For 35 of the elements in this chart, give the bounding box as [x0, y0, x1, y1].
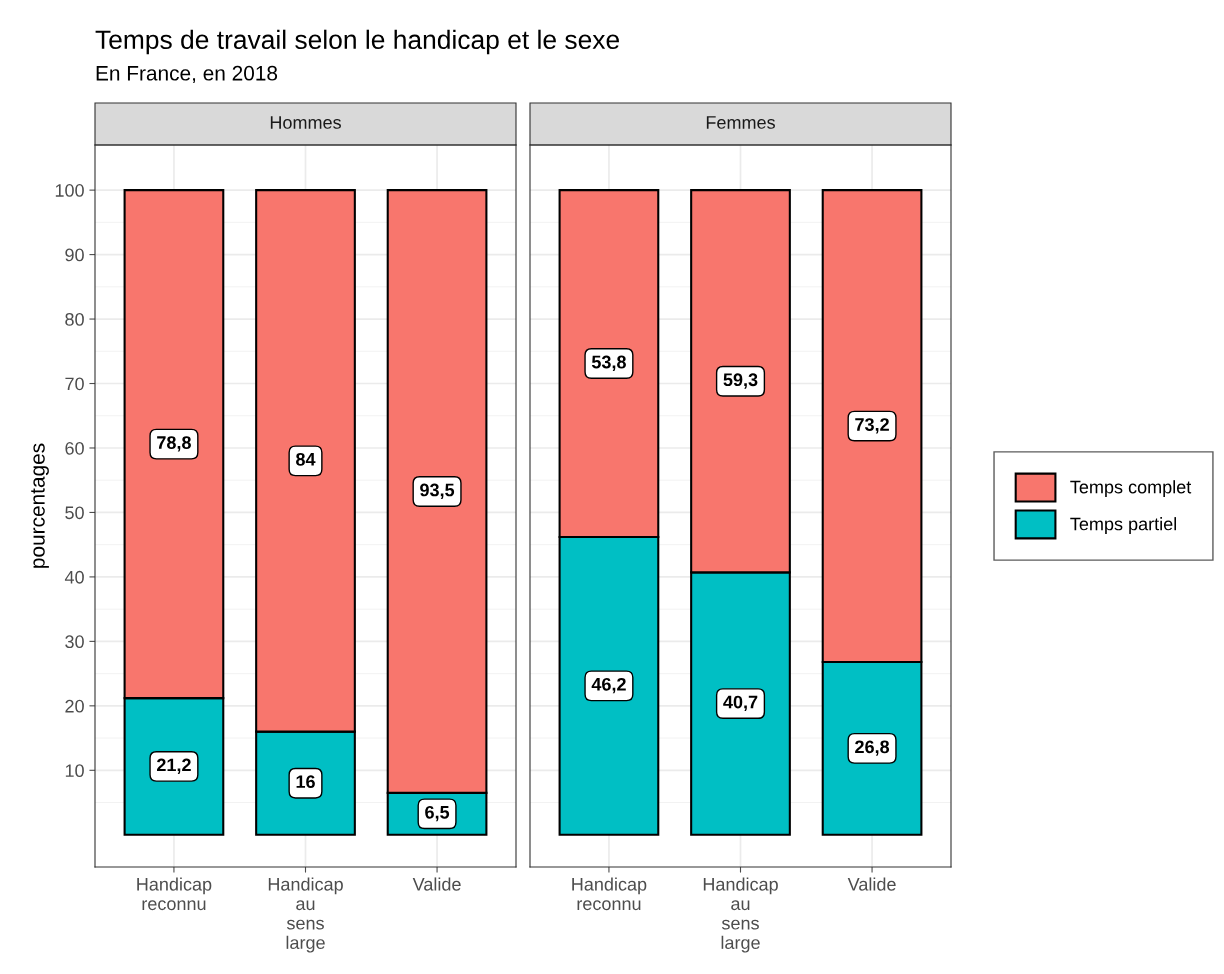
data-label: 21,2	[156, 758, 191, 774]
data-label: 6,5	[425, 805, 450, 822]
x-tick-label: Handicap reconnu	[572, 877, 647, 911]
y-tick-label: 10	[65, 764, 84, 778]
data-label: 46,2	[591, 677, 626, 694]
data-label: 40,7	[723, 695, 758, 712]
text: Femmes	[706, 116, 775, 129]
data-label: 84	[296, 452, 316, 466]
legend-label: Temps partiel	[1070, 517, 1177, 534]
data-label: 26,8	[855, 740, 890, 756]
y-tick-label: 30	[65, 635, 84, 649]
legend-label: Temps complet	[1070, 480, 1192, 498]
text: Hommes	[270, 116, 341, 129]
y-tick-label: 100	[55, 184, 84, 197]
y-axis-title: pourcentages	[31, 443, 49, 568]
y-tick-label: 80	[65, 312, 84, 326]
y-tick-label: 40	[64, 570, 84, 584]
data-label: 93,5	[420, 483, 455, 499]
data-label: 73,2	[855, 418, 889, 434]
y-tick-label: 50	[65, 506, 84, 520]
y-tick-label: 20	[65, 699, 84, 713]
x-tick-label: Handicap reconnu	[137, 877, 212, 911]
x-tick-label: Valide	[412, 877, 461, 891]
chart-subtitle: En France, en 2018	[96, 65, 278, 84]
y-tick-label: 90	[65, 248, 84, 262]
data-label: 53,8	[591, 355, 626, 371]
x-tick-label: Handicap au sens large	[268, 877, 343, 953]
chart-title: Temps de travail selon le handicap et le sexe	[95, 29, 619, 55]
data-label: 59,3	[723, 373, 758, 389]
x-tick-label: Handicap au sens large	[703, 877, 778, 953]
x-tick-label: Valide	[847, 877, 896, 891]
data-label: 78,8	[157, 436, 191, 452]
data-label: 16	[296, 775, 315, 789]
y-tick-label: 60	[65, 441, 84, 455]
y-tick-label: 70	[65, 377, 84, 391]
